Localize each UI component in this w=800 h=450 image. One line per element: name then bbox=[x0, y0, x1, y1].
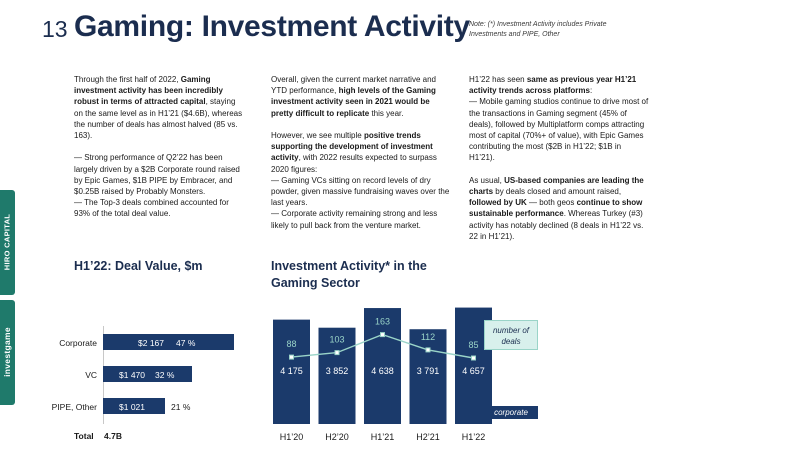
investment-activity-chart-title: Investment Activity* in the Gaming Secto… bbox=[271, 259, 427, 290]
col3-bullet-1: — Mobile gaming studios continue to driv… bbox=[469, 97, 649, 163]
hbar-value-vc: $1 470 bbox=[119, 370, 145, 380]
x-tick-0: H1’20 bbox=[280, 432, 304, 442]
bar-corporate-2 bbox=[364, 308, 401, 424]
x-tick-4: H1’22 bbox=[462, 432, 486, 442]
page-number: 13 bbox=[42, 16, 68, 42]
note: Note: (*) Investment Activity includes P… bbox=[469, 21, 607, 38]
side-tab-investgame[interactable] bbox=[0, 300, 15, 405]
hbar-value-pipe-other: $1 021 bbox=[119, 402, 145, 412]
x-tick-3: H2’21 bbox=[416, 432, 440, 442]
col1-bullet-1: — Strong performance of Q2’22 has been l… bbox=[74, 153, 240, 197]
deals-label-0: 88 bbox=[286, 339, 296, 349]
hbar-label-vc: VC bbox=[85, 370, 97, 380]
deals-label-1: 103 bbox=[329, 335, 344, 345]
text-column-1: Through the first half of 2022, Gaming i… bbox=[74, 74, 244, 220]
deals-point-1 bbox=[334, 350, 340, 356]
deals-point-4 bbox=[471, 355, 476, 361]
hbar-pipe-other bbox=[103, 398, 165, 414]
col1-bullet-2: — The Top-3 deals combined accounted for… bbox=[74, 198, 229, 219]
col3-paragraph-2: As usual, US-based companies are leading… bbox=[469, 175, 644, 241]
bar-corporate-1 bbox=[318, 327, 356, 424]
hbar-corporate bbox=[103, 334, 234, 350]
hbar-percent-pipe-other: 21 % bbox=[171, 402, 191, 412]
deals-label-4: 85 bbox=[468, 340, 478, 350]
col2-paragraph-2: However, we see multiple positive trends… bbox=[271, 131, 437, 174]
deal-value-chart-title: H1’22: Deal Value, $m bbox=[74, 259, 203, 273]
total-label: Total bbox=[74, 431, 94, 441]
col2-bullet-1: — Gaming VCs sitting on record levels of… bbox=[271, 175, 450, 208]
hbar-label-corporate: Corporate bbox=[59, 338, 97, 348]
deals-point-2 bbox=[380, 332, 385, 338]
legend-number-of-deals: number of deals bbox=[484, 320, 538, 350]
page-title: Gaming: Investment Activity bbox=[74, 10, 470, 43]
bar-value-label-2: 4 638 bbox=[371, 366, 394, 376]
col3-paragraph-1: H1’22 has seen same as previous year H1’… bbox=[469, 75, 637, 96]
side-tab-hiro-capital[interactable] bbox=[0, 190, 15, 295]
hbar-label-pipe-other: PIPE, Other bbox=[51, 402, 97, 412]
bar-value-label-0: 4 175 bbox=[280, 366, 303, 376]
deals-label-2: 163 bbox=[375, 317, 390, 327]
bar-value-label-4: 4 657 bbox=[462, 366, 485, 376]
text-column-2: Overall, given the current market narrat… bbox=[271, 74, 451, 231]
deals-point-3 bbox=[425, 347, 431, 353]
deals-point-0 bbox=[289, 354, 294, 360]
col1-paragraph-1: Through the first half of 2022, Gaming i… bbox=[74, 75, 243, 141]
bar-value-label-1: 3 852 bbox=[326, 366, 349, 376]
bar-corporate-0 bbox=[273, 319, 310, 424]
hbar-vc bbox=[103, 366, 192, 382]
total-value: 4.7B bbox=[104, 431, 122, 441]
hbar-value-corporate: $2 167 bbox=[138, 338, 164, 348]
bar-value-label-3: 3 791 bbox=[417, 366, 440, 376]
deals-label-3: 112 bbox=[421, 332, 435, 342]
col2-paragraph-1: Overall, given the current market narrat… bbox=[271, 75, 436, 118]
hbar-percent-corporate: 47 % bbox=[176, 338, 196, 348]
x-tick-1: H2’20 bbox=[325, 432, 349, 442]
text-column-3: H1’22 has seen same as previous year H1’… bbox=[469, 74, 649, 242]
col2-bullet-2: — Corporate activity remaining strong an… bbox=[271, 209, 438, 230]
legend-corporate: corporate bbox=[484, 406, 538, 419]
x-tick-2: H1’21 bbox=[371, 432, 395, 442]
bar-corporate-3 bbox=[409, 329, 447, 424]
hbar-percent-vc: 32 % bbox=[155, 370, 175, 380]
